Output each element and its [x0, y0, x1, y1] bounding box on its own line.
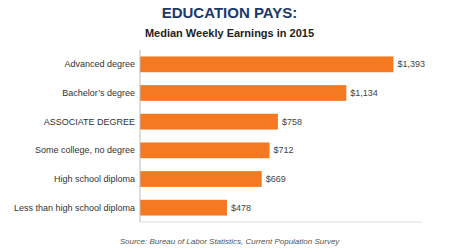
data-label: $669 [266, 174, 286, 184]
x-axis-line [140, 222, 422, 223]
data-label: $1,134 [350, 88, 378, 98]
y-tick-label: Bachelor’s degree [62, 88, 135, 98]
data-label: $712 [274, 145, 294, 155]
source: Source: Bureau of Labor Statistics, Curr… [120, 237, 341, 246]
y-tick-label: Less than high school diploma [14, 203, 135, 213]
background [0, 0, 459, 250]
data-label: $1,393 [397, 59, 425, 69]
bar [140, 200, 227, 216]
y-tick-label: High school diploma [54, 174, 135, 184]
y-tick-label: Advanced degree [64, 59, 135, 69]
chart-container: EDUCATION PAYS: Median Weekly Earnings in… [0, 0, 459, 250]
bar [140, 56, 393, 72]
subtitle: Median Weekly Earnings in 2015 [145, 27, 314, 39]
data-label: $758 [282, 117, 302, 127]
bar [140, 171, 262, 187]
y-tick-label: ASSOCIATE DEGREE [44, 117, 135, 127]
title: EDUCATION PAYS: [162, 4, 298, 21]
bars [140, 56, 393, 215]
bar [140, 85, 346, 101]
chart-svg: EDUCATION PAYS: Median Weekly Earnings in… [0, 0, 459, 250]
labels: $478 Less than high school diploma $669 Hig… [14, 59, 425, 212]
y-tick-label: Some college, no degree [35, 145, 135, 155]
bar [140, 142, 270, 158]
zero-line [140, 50, 141, 222]
bar [140, 114, 278, 130]
data-label: $478 [231, 203, 251, 213]
